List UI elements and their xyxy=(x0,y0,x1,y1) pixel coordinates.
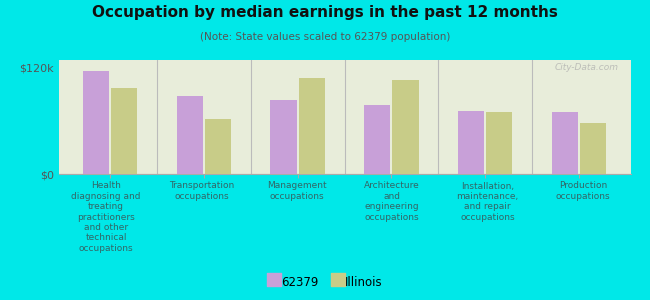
Bar xyxy=(580,123,606,174)
Text: Installation,
maintenance,
and repair
occupations: Installation, maintenance, and repair oc… xyxy=(456,182,519,222)
Text: Occupation by median earnings in the past 12 months: Occupation by median earnings in the pas… xyxy=(92,4,558,20)
Bar xyxy=(552,112,578,174)
Bar xyxy=(298,78,325,174)
Bar xyxy=(364,104,391,174)
Text: Production
occupations: Production occupations xyxy=(556,182,610,201)
Text: Transportation
occupations: Transportation occupations xyxy=(169,182,234,201)
Text: City-Data.com: City-Data.com xyxy=(555,63,619,72)
Bar xyxy=(83,71,109,174)
Bar xyxy=(111,88,137,174)
Bar xyxy=(205,119,231,174)
Text: Management
occupations: Management occupations xyxy=(267,182,327,201)
Text: (Note: State values scaled to 62379 population): (Note: State values scaled to 62379 popu… xyxy=(200,32,450,41)
Text: Architecture
and
engineering
occupations: Architecture and engineering occupations xyxy=(364,182,420,222)
Bar xyxy=(393,80,419,174)
Bar xyxy=(486,112,512,174)
Bar xyxy=(458,111,484,174)
Text: Health
diagnosing and
treating
practitioners
and other
technical
occupations: Health diagnosing and treating practitio… xyxy=(72,182,141,253)
Bar xyxy=(177,96,203,174)
Bar xyxy=(270,100,296,174)
Legend: 62379, Illinois: 62379, Illinois xyxy=(264,272,386,292)
